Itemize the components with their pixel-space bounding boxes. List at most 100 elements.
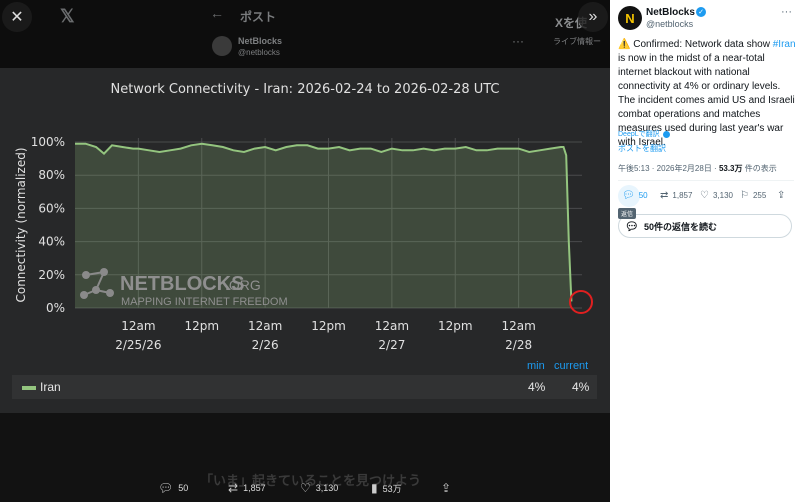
divider [618, 180, 794, 181]
chart-title: Network Connectivity - Iran: 2026-02-24 … [110, 82, 500, 97]
background-promo-text: 「いま」起きていることを見つけよう [200, 473, 422, 488]
deepl-translate-link[interactable]: DeepLで翻訳 [618, 129, 670, 139]
author-handle[interactable]: @netblocks [646, 19, 694, 29]
tweet-panel: N NetBlocks ✓ @netblocks ··· ⚠️ Confirme… [610, 0, 800, 502]
repost-button[interactable]: ⇄ 1,857 [228, 481, 266, 495]
verified-badge-icon: ✓ [696, 7, 706, 17]
bookmark-icon: ⚐ [740, 190, 749, 201]
panel-like-count: 3,130 [712, 191, 733, 200]
hashtag-link[interactable]: #Iran [772, 39, 796, 50]
x-tick-label: 12pm [184, 319, 219, 333]
share-button[interactable]: ⇪ [441, 481, 451, 495]
media-action-bar: 💬︎ 50 ⇄ 1,857 ♡ 3,130 ▮ 53万 ⇪ [0, 478, 610, 502]
netblocks-logo-icon [80, 268, 114, 299]
legend-current-header: current [554, 360, 589, 372]
background-header: 𝕏 ← ポスト NetBlocks @netblocks ··· Xを使 ライブ… [0, 0, 610, 68]
reply-button[interactable]: 💬︎ 50 [158, 481, 188, 495]
heart-icon: ♡ [700, 190, 709, 201]
y-tick-label: 40% [38, 235, 65, 249]
reply-count: 50 [178, 483, 189, 493]
tweet-text: ⚠️ Confirmed: Network data show #Iran is… [618, 38, 798, 150]
close-button[interactable]: ✕ [2, 2, 32, 32]
like-button[interactable]: ♡ 3,130 [300, 481, 338, 495]
blackout-highlight-circle [569, 290, 593, 314]
y-tick-label: 80% [38, 168, 65, 182]
read-replies-button[interactable]: 💬︎ 50件の返信を読む [618, 214, 792, 238]
background-author-handle: @netblocks [238, 48, 280, 57]
panel-bookmark-count: 255 [752, 191, 767, 200]
x-tick-date-label: 2/28 [505, 338, 532, 352]
reply-hover-highlight [618, 185, 640, 207]
legend-min-value: 4% [528, 380, 546, 394]
legend-series-name: Iran [40, 380, 61, 394]
chart-legend: Iran 4% 4% [12, 375, 597, 399]
deepl-icon [662, 130, 670, 138]
read-replies-label: 50件の返信を読む [643, 221, 717, 232]
avatar[interactable]: N [618, 6, 642, 30]
tweet-stats-bar: 💬︎ 50 ⇄ 1,857 ♡ 3,130 ⚐ 255 ⇪ [610, 190, 800, 204]
x-tick-date-label: 2/26 [252, 338, 279, 352]
panel-reply-button[interactable]: 💬︎ 50 [622, 190, 648, 201]
views-chart-icon: ▮ [371, 481, 378, 495]
y-axis-label: Connectivity (normalized) [14, 147, 28, 302]
reply-tooltip: 返信 [618, 208, 637, 219]
reply-icon: 💬︎ [622, 190, 635, 201]
background-avatar [212, 36, 232, 56]
tweet-text-part-2: is now in the midst of a near-total inte… [618, 53, 795, 148]
y-tick-label: 20% [38, 268, 65, 282]
tweet-text-part-1: ⚠️ Confirmed: Network data show [618, 39, 773, 50]
background-post-title: ポスト [240, 10, 277, 24]
y-tick-label: 100% [31, 135, 65, 149]
x-tick-date-label: 2/25/26 [115, 338, 161, 352]
views-button[interactable]: ▮ 53万 [371, 481, 402, 495]
media-viewer: 𝕏 ← ポスト NetBlocks @netblocks ··· Xを使 ライブ… [0, 0, 610, 502]
background-signup-sub: ライブ情報ー [553, 37, 601, 46]
legend-swatch [22, 386, 36, 390]
netblocks-watermark: NETBLOCKS .ORG MAPPING INTERNET FREEDOM [80, 268, 288, 308]
watermark-subtitle: MAPPING INTERNET FREEDOM [121, 296, 288, 308]
heart-icon: ♡ [300, 481, 311, 495]
tweet-meta: 午後5:13 · 2026年2月28日 · 53.3万 件の表示 [618, 163, 777, 174]
connectivity-chart: NETBLOCKS .ORG MAPPING INTERNET FREEDOM … [14, 135, 593, 352]
repost-icon: ⇄ [228, 481, 239, 495]
panel-reply-count: 50 [638, 191, 648, 200]
tweet-views-count: 53.3万 [718, 164, 743, 173]
panel-share-button[interactable]: ⇪ [777, 190, 785, 201]
x-logo-icon[interactable]: 𝕏 [60, 6, 75, 26]
y-tick-label: 60% [38, 201, 65, 215]
x-tick-date-label: 2/27 [378, 338, 405, 352]
x-tick-label: 12pm [311, 319, 346, 333]
x-tick-label: 12am [375, 319, 409, 333]
netblocks-logo-icon: N [625, 10, 635, 26]
share-icon: ⇪ [777, 190, 786, 201]
series-area-iran [75, 143, 572, 308]
background-more-icon: ··· [512, 34, 524, 48]
panel-repost-count: 1,857 [672, 191, 693, 200]
x-tick-label: 12am [248, 319, 282, 333]
more-options-icon[interactable]: ··· [781, 6, 792, 18]
x-tick-label: 12am [501, 319, 535, 333]
close-icon: ✕ [10, 9, 24, 26]
reply-icon: 💬︎ [158, 481, 174, 495]
repost-icon: ⇄ [660, 190, 669, 201]
back-arrow-icon[interactable]: ← [210, 5, 224, 21]
views-count: 53万 [382, 483, 402, 494]
background-author-name: NetBlocks [238, 36, 283, 46]
y-tick-label: 0% [46, 301, 65, 315]
speech-bubble-icon: 💬︎ [625, 220, 639, 233]
panel-repost-button[interactable]: ⇄ 1,857 [660, 190, 692, 201]
panel-like-button[interactable]: ♡ 3,130 [700, 190, 733, 201]
series-line-iran [75, 142, 573, 302]
author-name[interactable]: NetBlocks [646, 7, 695, 18]
deepl-label: DeepLで翻訳 [618, 131, 660, 138]
x-tick-label: 12am [121, 319, 155, 333]
legend-min-header: min [527, 360, 545, 372]
tweet-timestamp[interactable]: 午後5:13 · 2026年2月28日 · [618, 164, 719, 173]
watermark-title: NETBLOCKS [120, 273, 244, 295]
translate-post-link[interactable]: ポストを翻訳 [618, 144, 666, 153]
expand-panel-button[interactable]: » [578, 2, 608, 32]
tweet-views-label: 件の表示 [742, 164, 777, 173]
panel-bookmark-button[interactable]: ⚐ 255 [740, 190, 766, 201]
chart-image: NETBLOCKS .ORG MAPPING INTERNET FREEDOM … [0, 68, 610, 413]
share-icon: ⇪ [441, 481, 452, 495]
